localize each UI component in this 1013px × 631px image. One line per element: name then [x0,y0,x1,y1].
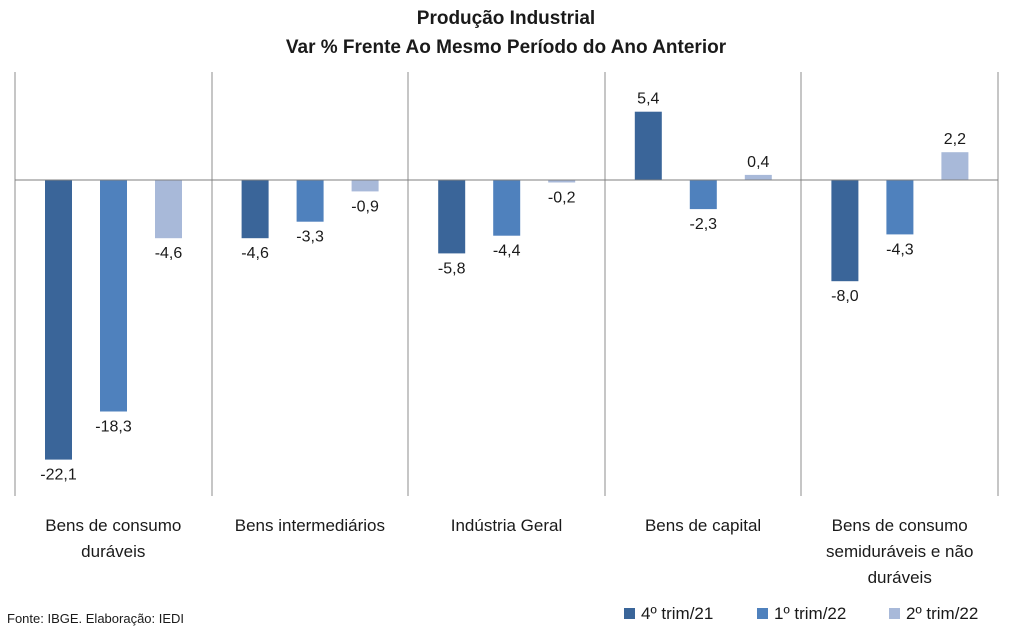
bar [634,111,662,180]
bar [296,180,324,222]
legend: 4º trim/21 1º trim/22 2º trim/22 [624,604,978,623]
data-label: 0,4 [747,154,769,171]
data-label: -5,8 [438,260,466,277]
legend-label: 4º trim/21 [641,604,713,623]
data-label: -3,3 [296,229,324,246]
category-label: semiduráveis e não [826,542,973,561]
data-label: -0,9 [351,198,379,215]
data-label: -0,2 [548,190,576,207]
bar [100,180,127,412]
bar [941,152,969,180]
bar [351,180,379,192]
bar [493,180,521,236]
category-label: Bens intermediários [235,516,385,535]
bar [155,180,182,239]
legend-swatch [889,608,900,619]
data-label: -4,3 [886,241,914,258]
bar [831,180,859,282]
category-label: Indústria Geral [451,516,563,535]
bar [548,180,576,183]
legend-label: 1º trim/22 [774,604,846,623]
bar [689,180,717,210]
bar [744,174,772,180]
category-label: duráveis [868,568,932,587]
data-label: -22,1 [40,467,77,484]
data-label: -8,0 [831,288,859,305]
category-label: Bens de capital [645,516,761,535]
bar [45,180,72,460]
category-labels: Bens de consumo duráveis Bens intermediári… [45,516,973,587]
bar [241,180,269,239]
chart-subtitle: Var % Frente Ao Mesmo Período do Ano Ant… [286,37,727,58]
data-label: 2,2 [944,131,966,148]
data-label: -4,6 [155,245,183,262]
data-label: -4,4 [493,243,521,260]
category-label: Bens de consumo [45,516,181,535]
legend-label: 2º trim/22 [906,604,978,623]
category-label: duráveis [81,542,145,561]
plot-area: -22,1 -4,6 -5,8 5,4 -8,0 -18,3 -3,3 -4,4 -2,3 -4,… [14,72,999,496]
bar [886,180,914,235]
bar [438,180,466,254]
chart-title: Produção Industrial [417,8,595,29]
legend-swatch [624,608,635,619]
data-label: 5,4 [637,91,659,108]
data-label: -18,3 [95,419,132,436]
source-note: Fonte: IBGE. Elaboração: IEDI [7,611,184,626]
data-label: -4,6 [241,245,269,262]
legend-swatch [757,608,768,619]
data-label: -2,3 [690,216,718,233]
category-label: Bens de consumo [832,516,968,535]
